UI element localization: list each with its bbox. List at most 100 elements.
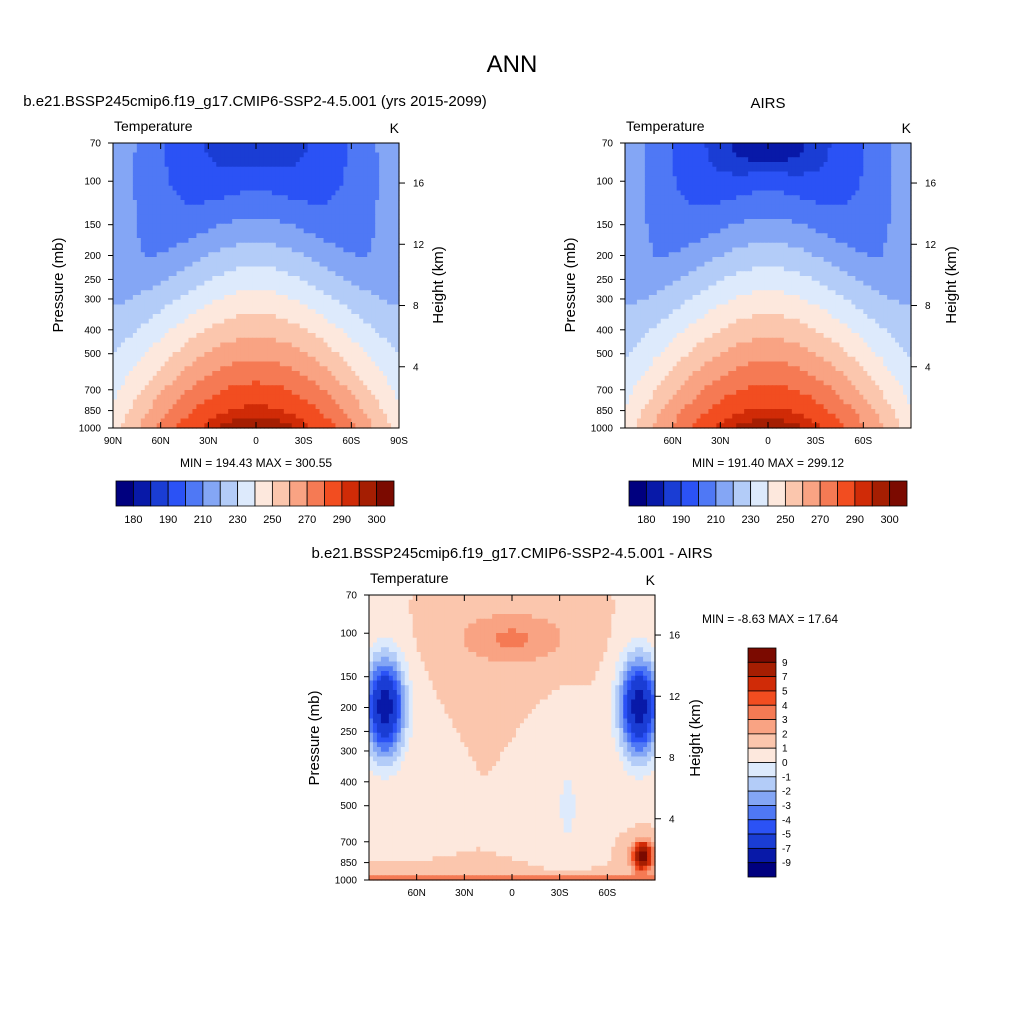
field-cell bbox=[835, 157, 841, 163]
field-cell bbox=[295, 423, 301, 429]
field-cell bbox=[204, 399, 209, 405]
field-cell bbox=[867, 157, 872, 163]
field-cell bbox=[395, 285, 400, 291]
field-cell bbox=[625, 152, 630, 158]
field-cell bbox=[136, 152, 142, 158]
field-cell bbox=[359, 342, 364, 348]
field-cell bbox=[291, 409, 297, 415]
field-cell bbox=[172, 371, 178, 377]
field-cell bbox=[704, 166, 710, 173]
field-cell bbox=[259, 352, 265, 358]
field-cell bbox=[287, 290, 293, 296]
field-cell bbox=[160, 190, 166, 196]
field-cell bbox=[188, 375, 194, 382]
field-cell bbox=[176, 318, 182, 325]
field-cell bbox=[339, 413, 344, 420]
field-cell bbox=[355, 385, 360, 391]
field-cell bbox=[180, 181, 186, 187]
field-cell bbox=[236, 299, 241, 306]
field-cell bbox=[879, 166, 884, 173]
field-cell bbox=[116, 257, 122, 263]
field-cell bbox=[252, 404, 257, 410]
field-cell bbox=[851, 171, 856, 177]
field-cell bbox=[351, 181, 356, 187]
field-cell bbox=[200, 347, 205, 353]
field-cell bbox=[303, 242, 309, 249]
field-cell bbox=[875, 152, 880, 158]
field-cell bbox=[176, 323, 182, 329]
field-cell bbox=[188, 399, 194, 405]
field-cell bbox=[184, 238, 190, 244]
field-cell bbox=[136, 356, 142, 363]
field-cell bbox=[323, 152, 329, 158]
field-cell bbox=[240, 143, 245, 149]
field-cell bbox=[204, 375, 209, 382]
field-cell bbox=[200, 309, 205, 315]
field-cell bbox=[768, 143, 773, 149]
field-cell bbox=[176, 185, 182, 192]
field-cell bbox=[331, 347, 337, 353]
field-cell bbox=[339, 238, 344, 244]
field-cell bbox=[287, 337, 293, 344]
field-cell bbox=[311, 418, 317, 424]
field-cell bbox=[331, 238, 337, 244]
field-cell bbox=[383, 266, 388, 272]
field-cell bbox=[256, 409, 261, 415]
field-cell bbox=[335, 390, 341, 396]
field-cell bbox=[339, 166, 344, 173]
field-cell bbox=[803, 176, 809, 182]
field-cell bbox=[843, 147, 849, 154]
field-cell bbox=[200, 333, 205, 339]
field-cell bbox=[275, 204, 281, 211]
field-cell bbox=[200, 404, 205, 410]
field-cell bbox=[124, 409, 130, 415]
field-cell bbox=[204, 371, 209, 377]
field-cell bbox=[248, 228, 253, 234]
field-cell bbox=[136, 418, 142, 424]
field-cell bbox=[259, 290, 265, 296]
field-cell bbox=[144, 190, 150, 196]
field-cell bbox=[271, 200, 277, 206]
field-cell bbox=[212, 219, 217, 225]
field-cell bbox=[232, 385, 237, 391]
field-cell bbox=[168, 157, 174, 163]
field-cell bbox=[379, 290, 384, 296]
field-cell bbox=[267, 157, 273, 163]
field-cell bbox=[807, 152, 813, 158]
field-cell bbox=[136, 166, 142, 173]
field-cell bbox=[252, 190, 257, 196]
field-cell bbox=[295, 152, 301, 158]
field-cell bbox=[315, 333, 321, 339]
field-cell bbox=[283, 371, 289, 377]
field-cell bbox=[387, 280, 392, 287]
field-cell bbox=[144, 333, 150, 339]
y2-tick-label: 8 bbox=[413, 301, 419, 312]
field-cell bbox=[120, 242, 126, 249]
field-cell bbox=[367, 409, 372, 415]
field-cell bbox=[232, 347, 237, 353]
field-cell bbox=[279, 266, 285, 272]
field-cell bbox=[132, 190, 138, 196]
field-cell bbox=[383, 352, 388, 358]
field-cell bbox=[395, 228, 400, 234]
field-cell bbox=[668, 162, 674, 168]
field-cell bbox=[132, 342, 138, 348]
field-cell bbox=[148, 394, 154, 401]
field-cell bbox=[283, 266, 289, 272]
field-cell bbox=[236, 195, 241, 201]
field-cell bbox=[220, 223, 225, 230]
field-cell bbox=[156, 371, 162, 377]
field-cell bbox=[879, 147, 884, 154]
field-cell bbox=[128, 181, 134, 187]
field-cell bbox=[351, 318, 356, 325]
field-cell bbox=[120, 418, 126, 424]
field-cell bbox=[136, 333, 142, 339]
field-cell bbox=[252, 333, 257, 339]
field-cell bbox=[136, 409, 142, 415]
field-cell bbox=[295, 285, 301, 291]
field-cell bbox=[156, 200, 162, 206]
field-cell bbox=[240, 252, 245, 258]
field-cell bbox=[299, 257, 305, 263]
field-cell bbox=[359, 228, 364, 234]
field-cell bbox=[391, 238, 396, 244]
